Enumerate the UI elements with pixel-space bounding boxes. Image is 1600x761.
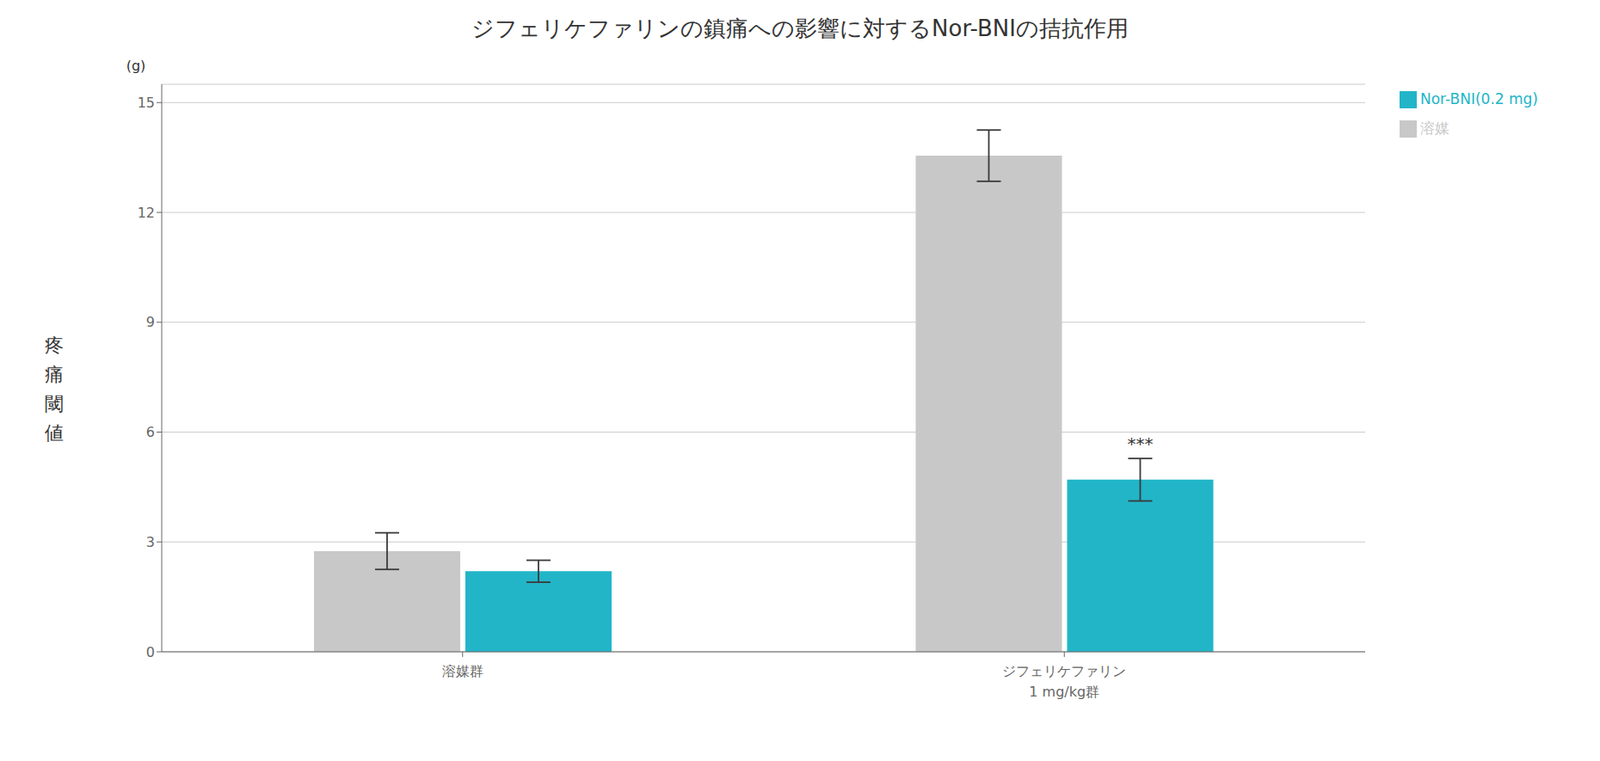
svg-text:9: 9 — [146, 313, 155, 331]
svg-text:15: 15 — [137, 94, 155, 111]
svg-text:溶媒群: 溶媒群 — [442, 663, 484, 680]
html-text:閾: 閾 — [44, 393, 64, 415]
svg-text:(g): (g) — [126, 57, 147, 74]
svg-text:0: 0 — [146, 644, 155, 661]
html-text:値: 値 — [44, 422, 64, 444]
svg-text:3: 3 — [146, 534, 155, 551]
svg-text:12: 12 — [137, 204, 155, 222]
svg-text:6: 6 — [146, 424, 155, 441]
html-text:Nor-BNI(0.2 mg): Nor-BNI(0.2 mg) — [1420, 90, 1539, 108]
html-text:ジフェリケファリンの鎮痛への影響に対するNor-BNIの拮抗: ジフェリケファリンの鎮痛への影響に対するNor-BNIの拮抗作用 — [471, 15, 1129, 42]
svg-text:ジフェリケファリン1 mg/kg群: ジフェリケファリン1 mg/kg群 — [1002, 663, 1127, 701]
html-text:溶媒: 溶媒 — [1420, 119, 1450, 137]
html-text:痛: 痛 — [44, 363, 64, 386]
svg-text:***: *** — [1127, 433, 1154, 455]
html-text:疼: 疼 — [44, 334, 64, 357]
